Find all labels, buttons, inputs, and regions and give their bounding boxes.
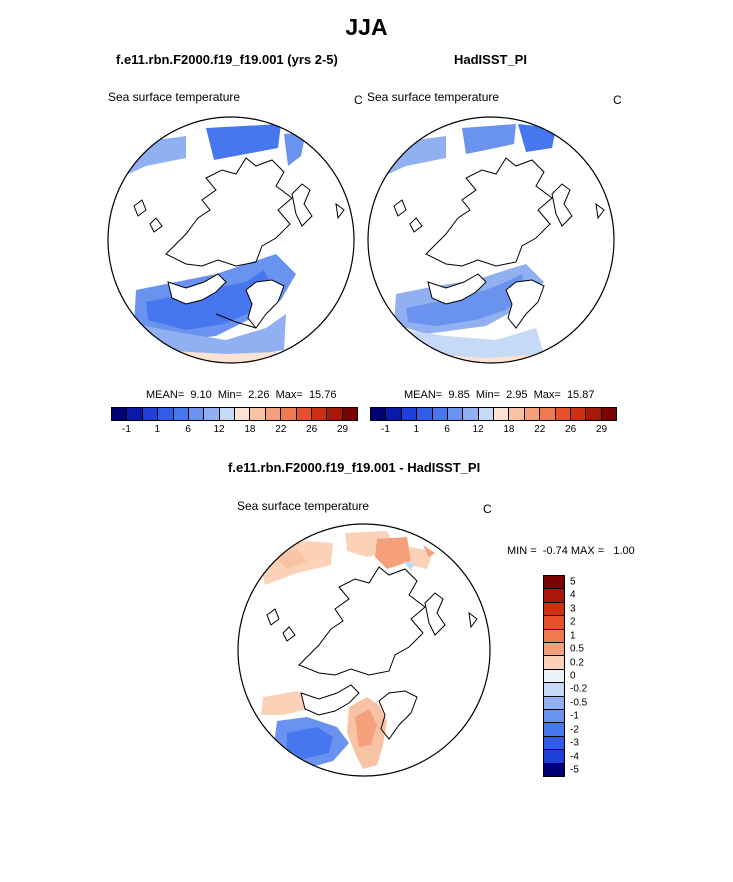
colorbar-tick-label: 2 bbox=[570, 616, 576, 628]
colorbar-tick-label: -0.5 bbox=[570, 697, 588, 709]
colorbar-swatch bbox=[544, 750, 564, 764]
panel1-colorbar bbox=[111, 407, 358, 421]
colorbar-tick-label: 1 bbox=[413, 424, 420, 435]
colorbar-tick-label: 29 bbox=[596, 424, 608, 435]
colorbar-tick-label: -1 bbox=[570, 710, 579, 722]
colorbar-tick-label: 6 bbox=[185, 424, 191, 435]
panel2-colorbar bbox=[370, 407, 617, 421]
colorbar-swatch bbox=[342, 408, 357, 420]
colorbar-swatch bbox=[494, 408, 510, 420]
colorbar-swatch bbox=[188, 408, 205, 420]
colorbar-tick-label: -0.2 bbox=[570, 683, 588, 695]
colorbar-tick-label: 0.5 bbox=[570, 643, 584, 655]
panel3-colorbar bbox=[543, 575, 565, 777]
right-panel-title: HadISST_PI bbox=[454, 52, 527, 67]
colorbar-tick-label: -5 bbox=[570, 764, 579, 776]
colorbar-swatch bbox=[371, 408, 387, 420]
colorbar-tick-label: 1 bbox=[154, 424, 161, 435]
colorbar-swatch bbox=[204, 408, 220, 420]
colorbar-swatch bbox=[570, 408, 587, 420]
colorbar-tick-label: 6 bbox=[444, 424, 450, 435]
panel1-stats: MEAN= 9.10 Min= 2.26 Max= 15.76 bbox=[146, 389, 337, 401]
colorbar-swatch bbox=[544, 656, 564, 670]
colorbar-tick-label: -2 bbox=[570, 724, 579, 736]
colorbar-tick-label: 26 bbox=[565, 424, 577, 435]
colorbar-tick-label: -4 bbox=[570, 751, 579, 763]
panel1-polar-map bbox=[107, 116, 355, 364]
colorbar-tick-label: 22 bbox=[275, 424, 287, 435]
colorbar-swatch bbox=[463, 408, 479, 420]
colorbar-tick-label: 26 bbox=[306, 424, 318, 435]
colorbar-swatch bbox=[265, 408, 282, 420]
colorbar-swatch bbox=[235, 408, 251, 420]
colorbar-tick-label: 3 bbox=[570, 603, 576, 615]
colorbar-tick-label: 5 bbox=[570, 576, 576, 588]
colorbar-swatch bbox=[158, 408, 174, 420]
colorbar-swatch bbox=[173, 408, 189, 420]
colorbar-swatch bbox=[112, 408, 128, 420]
colorbar-swatch bbox=[544, 763, 564, 777]
panel3-unit-label: C bbox=[483, 502, 492, 516]
panel3-min-max: MIN = -0.74 MAX = 1.00 bbox=[507, 545, 635, 557]
colorbar-swatch bbox=[544, 669, 564, 684]
colorbar-tick-label: -1 bbox=[121, 424, 131, 435]
colorbar-tick-label: -1 bbox=[380, 424, 390, 435]
colorbar-swatch bbox=[544, 576, 564, 590]
colorbar-swatch bbox=[601, 408, 616, 420]
colorbar-swatch bbox=[544, 616, 564, 630]
panel1-unit-label: C bbox=[354, 93, 363, 107]
colorbar-swatch bbox=[544, 683, 564, 697]
colorbar-tick-label: -3 bbox=[570, 737, 579, 749]
colorbar-tick-label: 18 bbox=[503, 424, 515, 435]
colorbar-tick-label: 22 bbox=[534, 424, 546, 435]
colorbar-swatch bbox=[127, 408, 143, 420]
colorbar-swatch bbox=[296, 408, 312, 420]
colorbar-swatch bbox=[544, 696, 564, 711]
colorbar-swatch bbox=[544, 602, 564, 617]
panel2-polar-map bbox=[367, 116, 615, 364]
colorbar-swatch bbox=[311, 408, 328, 420]
colorbar-swatch bbox=[447, 408, 464, 420]
colorbar-tick-label: 12 bbox=[213, 424, 225, 435]
panel3-difference-map bbox=[237, 523, 491, 777]
colorbar-swatch bbox=[478, 408, 494, 420]
colorbar-swatch bbox=[544, 736, 564, 751]
colorbar-tick-label: 12 bbox=[472, 424, 484, 435]
colorbar-swatch bbox=[544, 723, 564, 737]
panel1-variable-label: Sea surface temperature bbox=[108, 90, 241, 104]
left-panel-title: f.e11.rbn.F2000.f19_f19.001 (yrs 2-5) bbox=[116, 52, 338, 67]
panel2-stats: MEAN= 9.85 Min= 2.95 Max= 15.87 bbox=[404, 389, 595, 401]
colorbar-swatch bbox=[544, 589, 564, 603]
colorbar-swatch bbox=[432, 408, 448, 420]
colorbar-swatch bbox=[281, 408, 297, 420]
panel3-variable-label: Sea surface temperature bbox=[237, 499, 370, 513]
colorbar-swatch bbox=[219, 408, 235, 420]
colorbar-swatch bbox=[555, 408, 571, 420]
colorbar-swatch bbox=[540, 408, 556, 420]
colorbar-tick-label: 0.2 bbox=[570, 657, 584, 669]
colorbar-tick-label: 0 bbox=[570, 670, 576, 682]
colorbar-tick-label: 4 bbox=[570, 589, 576, 601]
panel2-variable-label: Sea surface temperature bbox=[367, 90, 500, 104]
colorbar-swatch bbox=[386, 408, 402, 420]
colorbar-swatch bbox=[544, 643, 564, 657]
colorbar-swatch bbox=[509, 408, 525, 420]
colorbar-swatch bbox=[524, 408, 541, 420]
colorbar-tick-label: 29 bbox=[337, 424, 349, 435]
colorbar-swatch bbox=[142, 408, 159, 420]
colorbar-swatch bbox=[250, 408, 266, 420]
colorbar-swatch bbox=[544, 710, 564, 724]
colorbar-swatch bbox=[586, 408, 602, 420]
difference-panel-title: f.e11.rbn.F2000.f19_f19.001 - HadISST_PI bbox=[228, 460, 481, 475]
colorbar-tick-label: 1 bbox=[570, 630, 576, 642]
colorbar-swatch bbox=[401, 408, 418, 420]
panel2-unit-label: C bbox=[613, 93, 622, 107]
colorbar-swatch bbox=[544, 629, 564, 644]
colorbar-swatch bbox=[327, 408, 343, 420]
page-title: JJA bbox=[345, 14, 388, 40]
colorbar-tick-label: 18 bbox=[244, 424, 256, 435]
colorbar-swatch bbox=[417, 408, 433, 420]
